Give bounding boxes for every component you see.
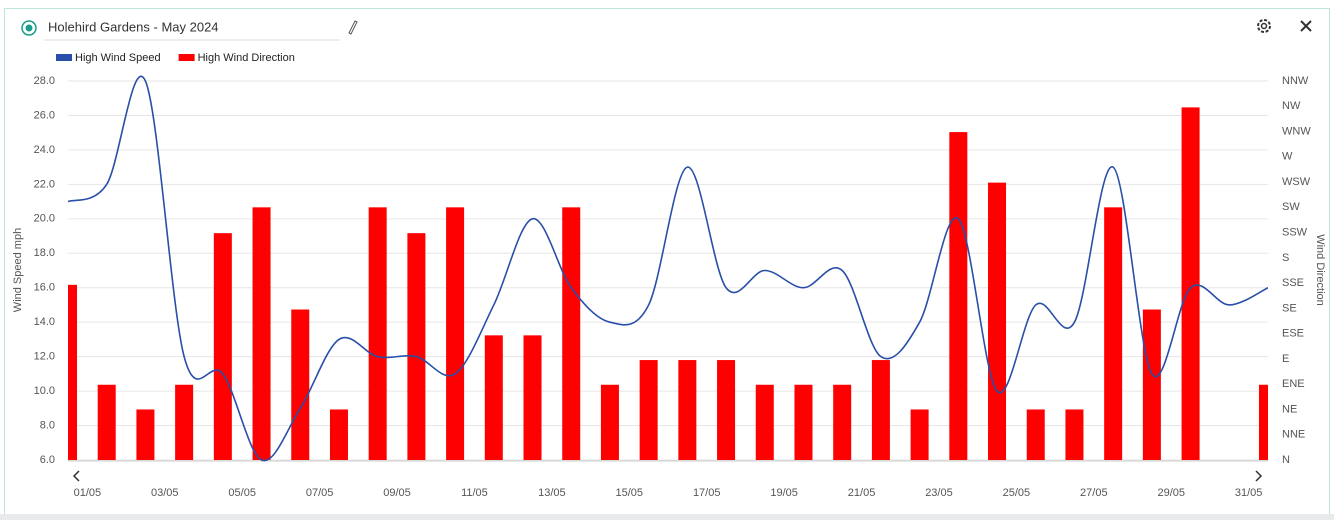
x-tick-label: 29/05 — [1157, 487, 1185, 499]
y2-tick-label: WNW — [1282, 125, 1311, 137]
y2-tick-label: SSE — [1282, 277, 1304, 289]
bar — [1142, 309, 1161, 460]
legend-label: High Wind Direction — [198, 52, 295, 64]
y-tick-label: 28.0 — [34, 75, 55, 87]
prev-arrow[interactable] — [72, 470, 80, 482]
bar — [407, 233, 426, 460]
bar — [329, 409, 348, 460]
bar — [755, 384, 774, 460]
y2-tick-label: SE — [1282, 302, 1297, 314]
bar — [68, 284, 77, 460]
bar — [1181, 107, 1200, 460]
y2-tick-label: NNW — [1282, 75, 1309, 87]
x-tick-label: 05/05 — [228, 487, 256, 499]
y2-tick-label: NE — [1282, 403, 1297, 415]
y-tick-label: 22.0 — [34, 178, 55, 190]
bar — [1259, 384, 1268, 460]
x-tick-label: 27/05 — [1080, 487, 1108, 499]
y2-tick-label: WSW — [1282, 176, 1311, 188]
y-tick-label: 12.0 — [34, 351, 55, 363]
status-icon[interactable] — [21, 20, 37, 36]
line — [68, 75, 1268, 462]
bar — [252, 207, 271, 460]
settings-icon[interactable] — [1257, 19, 1271, 33]
x-tick-label: 31/05 — [1235, 487, 1263, 499]
legend-label: High Wind Speed — [75, 52, 161, 64]
bar — [600, 384, 619, 460]
y2-tick-label: SW — [1282, 201, 1300, 213]
bar — [988, 182, 1007, 460]
bar — [910, 409, 929, 460]
y2-tick-label: W — [1282, 151, 1293, 163]
bar — [213, 233, 232, 460]
bar — [368, 207, 387, 460]
next-arrow[interactable] — [1255, 470, 1263, 482]
y2-tick-label: N — [1282, 454, 1290, 466]
y-tick-label: 18.0 — [34, 247, 55, 259]
x-tick-label: 15/05 — [616, 487, 644, 499]
bar — [136, 409, 155, 460]
legend-swatch — [56, 54, 72, 61]
edit-icon[interactable] — [348, 20, 358, 35]
x-tick-label: 21/05 — [848, 487, 876, 499]
y-tick-label: 24.0 — [34, 144, 55, 156]
x-tick-label: 11/05 — [461, 487, 488, 499]
y-tick-label: 20.0 — [34, 213, 55, 225]
y2-tick-label: ENE — [1282, 378, 1305, 390]
y-tick-label: 26.0 — [34, 109, 55, 121]
bar — [484, 335, 503, 460]
legend-swatch — [178, 54, 195, 61]
bar — [717, 360, 736, 460]
bar — [639, 360, 658, 460]
bar — [291, 309, 310, 460]
close-icon[interactable] — [1300, 20, 1312, 32]
y2-tick-label: NW — [1282, 100, 1301, 112]
y2-tick-label: S — [1282, 252, 1289, 264]
x-tick-label: 09/05 — [383, 487, 411, 499]
y-tick-label: 10.0 — [34, 385, 55, 397]
x-tick-label: 25/05 — [1003, 487, 1031, 499]
x-tick-label: 03/05 — [151, 487, 179, 499]
x-tick-label: 13/05 — [538, 487, 566, 499]
y2-tick-label: SSW — [1282, 227, 1308, 239]
status-dot — [25, 24, 33, 32]
y-tick-label: 16.0 — [34, 282, 55, 294]
bar — [446, 207, 465, 460]
x-tick-label: 23/05 — [925, 487, 953, 499]
bar — [1026, 409, 1045, 460]
bar — [97, 384, 116, 460]
bar — [949, 132, 968, 460]
y-tick-label: 6.0 — [40, 454, 55, 466]
bar — [562, 207, 581, 460]
bar — [833, 384, 852, 460]
y2-tick-label: NNE — [1282, 429, 1305, 441]
y2-tick-label: E — [1282, 353, 1289, 365]
x-tick-label: 07/05 — [306, 487, 334, 499]
x-tick-label: 17/05 — [693, 487, 721, 499]
y-tick-label: 8.0 — [40, 419, 55, 431]
y2-tick-label: ESE — [1282, 328, 1304, 340]
x-tick-label: 19/05 — [770, 487, 798, 499]
bar — [678, 360, 697, 460]
bar — [1065, 409, 1084, 460]
x-tick-label: 01/05 — [74, 487, 102, 499]
bar — [1104, 207, 1123, 460]
panel — [4, 8, 1330, 515]
y-axis-title: Wind Speed mph — [12, 228, 24, 312]
plot-area — [68, 75, 1268, 462]
y2-axis-title: Wind Direction — [1314, 234, 1326, 306]
bar — [794, 384, 813, 460]
bar — [175, 384, 194, 460]
y-tick-label: 14.0 — [34, 316, 55, 328]
chart-title: Holehird Gardens - May 2024 — [48, 19, 219, 34]
footer-strip — [0, 514, 1334, 520]
bar — [871, 360, 890, 460]
bar — [523, 335, 542, 460]
